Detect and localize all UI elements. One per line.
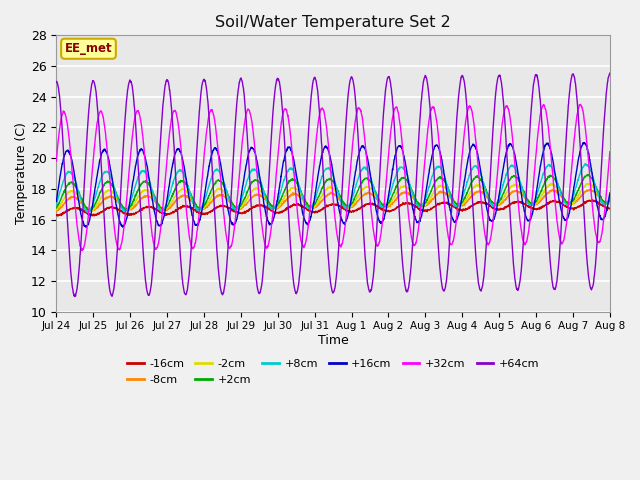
+32cm [557, 240, 565, 245]
X-axis label: Time: Time [317, 334, 349, 347]
+64cm [606, 70, 614, 76]
-8cm [606, 200, 614, 206]
-8cm [362, 192, 369, 197]
+64cm [557, 225, 565, 230]
Line: +16cm: +16cm [56, 143, 610, 227]
+16cm [52, 199, 60, 204]
Line: +64cm: +64cm [56, 73, 610, 297]
+8cm [52, 201, 60, 207]
-2cm [494, 202, 502, 208]
-16cm [349, 208, 357, 214]
-8cm [586, 186, 594, 192]
-2cm [362, 185, 369, 191]
+64cm [207, 144, 215, 150]
Text: EE_met: EE_met [65, 42, 112, 55]
+16cm [207, 155, 215, 161]
-8cm [88, 208, 95, 214]
+2cm [584, 172, 592, 178]
Line: +8cm: +8cm [56, 164, 610, 212]
-2cm [606, 199, 614, 204]
+8cm [362, 166, 369, 171]
-16cm [573, 205, 580, 211]
+16cm [580, 140, 588, 145]
+8cm [581, 161, 589, 167]
-8cm [557, 193, 565, 199]
-2cm [207, 195, 215, 201]
Line: -2cm: -2cm [56, 183, 610, 211]
+64cm [349, 78, 357, 84]
+2cm [362, 176, 369, 181]
+32cm [207, 108, 215, 114]
+8cm [573, 182, 580, 188]
+64cm [494, 74, 502, 80]
+32cm [577, 101, 584, 107]
+32cm [362, 142, 369, 148]
+32cm [494, 163, 502, 169]
+2cm [606, 197, 614, 203]
+2cm [207, 188, 215, 193]
+8cm [83, 209, 91, 215]
Y-axis label: Temperature (C): Temperature (C) [15, 122, 28, 225]
+32cm [606, 149, 614, 155]
+64cm [52, 79, 60, 85]
-16cm [52, 212, 60, 218]
Line: +2cm: +2cm [56, 175, 610, 211]
-2cm [85, 208, 93, 214]
-8cm [494, 202, 502, 208]
-8cm [573, 199, 580, 204]
-16cm [362, 203, 369, 208]
-16cm [606, 206, 614, 212]
-16cm [54, 213, 61, 219]
+32cm [78, 247, 86, 253]
Line: -8cm: -8cm [56, 189, 610, 211]
+2cm [557, 190, 565, 195]
+8cm [494, 197, 502, 203]
+2cm [349, 199, 357, 204]
-16cm [557, 200, 565, 206]
+16cm [119, 224, 127, 230]
Legend: -16cm, -8cm, -2cm, +2cm, +8cm, +16cm, +32cm, +64cm: -16cm, -8cm, -2cm, +2cm, +8cm, +16cm, +3… [122, 355, 544, 389]
-8cm [207, 199, 215, 205]
+8cm [557, 192, 565, 198]
-8cm [52, 208, 60, 214]
+2cm [573, 191, 580, 196]
Line: +32cm: +32cm [56, 104, 610, 250]
-2cm [548, 180, 556, 186]
-2cm [52, 207, 60, 213]
+16cm [349, 183, 357, 189]
-2cm [557, 192, 565, 197]
+64cm [362, 256, 369, 262]
-16cm [494, 207, 502, 213]
+16cm [557, 207, 565, 213]
+32cm [573, 116, 580, 121]
+16cm [494, 198, 502, 204]
+64cm [573, 91, 580, 96]
+8cm [606, 193, 614, 199]
+8cm [349, 192, 357, 198]
+2cm [52, 205, 60, 211]
-16cm [588, 197, 595, 203]
+2cm [84, 208, 92, 214]
Line: -16cm: -16cm [56, 200, 610, 216]
Title: Soil/Water Temperature Set 2: Soil/Water Temperature Set 2 [215, 15, 451, 30]
+2cm [494, 200, 502, 206]
+64cm [71, 294, 79, 300]
-16cm [207, 208, 215, 214]
+16cm [573, 168, 580, 174]
+8cm [207, 177, 215, 183]
-8cm [349, 203, 357, 208]
+32cm [52, 158, 60, 164]
+16cm [606, 190, 614, 196]
-2cm [573, 195, 580, 201]
+16cm [362, 146, 369, 152]
+32cm [349, 135, 357, 141]
-2cm [349, 201, 357, 207]
